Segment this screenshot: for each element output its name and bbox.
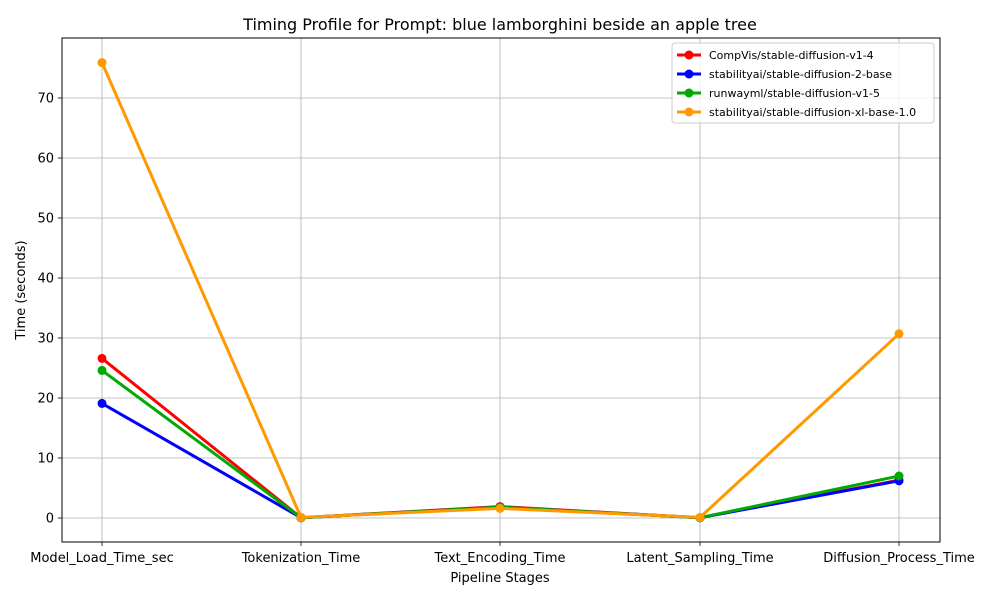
legend-entry: runwayml/stable-diffusion-v1-5 — [677, 87, 880, 100]
legend-label: CompVis/stable-diffusion-v1-4 — [709, 49, 874, 62]
x-tick-label: Text_Encoding_Time — [433, 551, 565, 566]
axis-ticks: Model_Load_Time_sec Tokenization_Time Text… — [30, 92, 974, 567]
y-tick-label: 0 — [46, 512, 54, 527]
legend-swatch-marker — [684, 69, 694, 79]
legend-label: stabilityai/stable-diffusion-xl-base-1.0 — [709, 106, 916, 119]
x-axis-title: Pipeline Stages — [450, 571, 550, 586]
legend-label: stabilityai/stable-diffusion-2-base — [709, 68, 892, 81]
series-line — [100, 61, 901, 519]
chart-title: Timing Profile for Prompt: blue lamborgh… — [242, 15, 757, 34]
data-point — [97, 353, 107, 363]
data-point — [97, 365, 107, 375]
data-point — [695, 512, 705, 522]
data-point — [894, 471, 904, 481]
x-tick-label: Tokenization_Time — [241, 551, 361, 566]
legend-swatch-marker — [684, 88, 694, 98]
legend-swatch-marker — [684, 107, 694, 117]
series-line — [101, 357, 900, 520]
legend-swatch-marker — [684, 50, 694, 60]
data-point — [97, 398, 107, 408]
legend-entry: CompVis/stable-diffusion-v1-4 — [677, 49, 874, 62]
plot-frame — [61, 37, 941, 543]
data-point — [894, 329, 904, 339]
y-tick-label: 40 — [37, 272, 54, 287]
legend: CompVis/stable-diffusion-v1-4 stabilityai… — [671, 42, 935, 124]
y-axis-title: Time (seconds) — [14, 240, 29, 340]
x-tick-label: Model_Load_Time_sec — [30, 551, 173, 566]
y-tick-label: 30 — [37, 332, 54, 347]
y-tick-label: 60 — [37, 152, 54, 167]
series-1 — [97, 353, 904, 523]
y-tick-label: 50 — [37, 212, 54, 227]
data-point — [296, 512, 306, 522]
data-point — [495, 503, 505, 513]
legend-box — [671, 42, 935, 124]
legend-entry: stabilityai/stable-diffusion-2-base — [677, 68, 892, 81]
legend-entry: stabilityai/stable-diffusion-xl-base-1.0 — [677, 106, 916, 119]
legend-label: runwayml/stable-diffusion-v1-5 — [709, 87, 880, 100]
y-tick-label: 10 — [37, 452, 54, 467]
y-tick-label: 20 — [37, 392, 54, 407]
data-point — [97, 58, 107, 68]
x-tick-label: Diffusion_Process_Time — [823, 551, 975, 566]
series-group — [97, 58, 904, 523]
x-tick-label: Latent_Sampling_Time — [626, 551, 773, 566]
series-3 — [97, 365, 904, 523]
y-tick-label: 70 — [37, 92, 54, 107]
series-4 — [97, 58, 904, 522]
